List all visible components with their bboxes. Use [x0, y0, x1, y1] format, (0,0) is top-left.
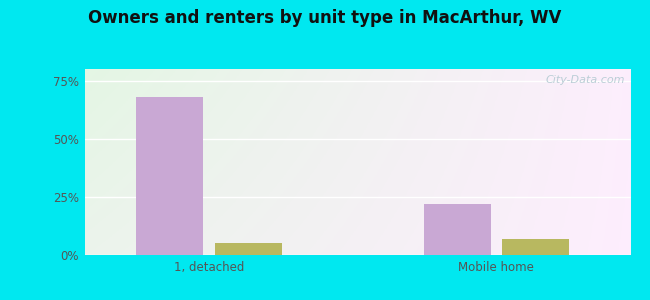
Bar — [502, 239, 569, 255]
Text: City-Data.com: City-Data.com — [545, 75, 625, 85]
Bar — [214, 243, 282, 255]
Text: Owners and renters by unit type in MacArthur, WV: Owners and renters by unit type in MacAr… — [88, 9, 562, 27]
Bar — [424, 204, 491, 255]
Bar — [136, 97, 203, 255]
